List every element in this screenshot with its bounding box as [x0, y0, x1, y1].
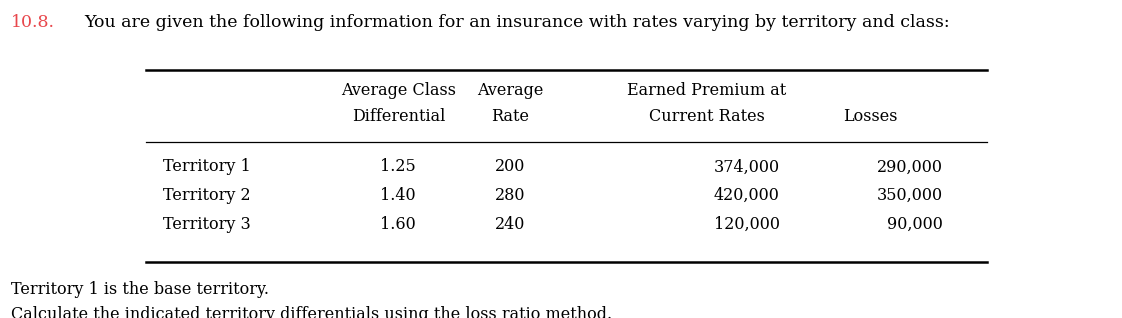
Text: Territory 1: Territory 1	[163, 158, 250, 176]
Text: 290,000: 290,000	[876, 158, 942, 176]
Text: 350,000: 350,000	[876, 187, 942, 204]
Text: 420,000: 420,000	[714, 187, 780, 204]
Text: Average: Average	[477, 82, 544, 99]
Text: 1.40: 1.40	[380, 187, 416, 204]
Text: Rate: Rate	[491, 107, 530, 125]
Text: 200: 200	[495, 158, 526, 176]
Text: 1.25: 1.25	[380, 158, 416, 176]
Text: Territory 1 is the base territory.: Territory 1 is the base territory.	[11, 281, 269, 298]
Text: Current Rates: Current Rates	[649, 107, 765, 125]
Text: 240: 240	[495, 216, 526, 233]
Text: Territory 3: Territory 3	[163, 216, 250, 233]
Text: 280: 280	[495, 187, 526, 204]
Text: You are given the following information for an insurance with rates varying by t: You are given the following information …	[84, 14, 950, 31]
Text: 1.60: 1.60	[380, 216, 416, 233]
Text: Losses: Losses	[843, 107, 898, 125]
Text: 374,000: 374,000	[714, 158, 780, 176]
Text: 10.8.: 10.8.	[11, 14, 55, 31]
Text: 90,000: 90,000	[886, 216, 942, 233]
Text: Calculate the indicated territory differentials using the loss ratio method.: Calculate the indicated territory differ…	[11, 306, 613, 318]
Text: 120,000: 120,000	[714, 216, 780, 233]
Text: Earned Premium at: Earned Premium at	[627, 82, 787, 99]
Text: Territory 2: Territory 2	[163, 187, 250, 204]
Text: Average Class: Average Class	[341, 82, 456, 99]
Text: Differential: Differential	[351, 107, 445, 125]
